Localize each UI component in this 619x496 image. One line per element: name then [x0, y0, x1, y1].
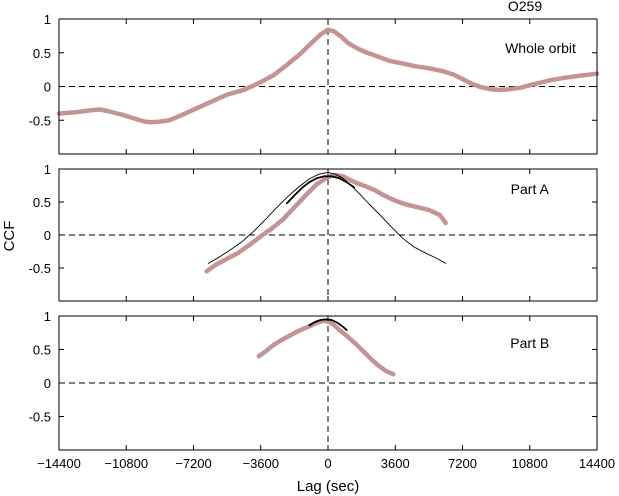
- panel-label: Whole orbit: [505, 40, 576, 56]
- x-tick-label: 14400: [579, 456, 615, 471]
- panel-2: -0.5 0 0.5 1 Part A: [29, 162, 598, 302]
- series-thin-2: [207, 171, 447, 264]
- y-tick-label: 0.5: [33, 343, 51, 358]
- panel-3: −14400 −10800 −7200 −3600 0 3600 7200 10800 1440…: [29, 309, 615, 471]
- y-tick-label: 0: [44, 80, 51, 95]
- y-tick-label: -0.5: [29, 113, 51, 128]
- figure-title: O259: [508, 0, 542, 14]
- x-tick-label: 3600: [381, 456, 410, 471]
- x-axis-label: Lag (sec): [297, 478, 360, 495]
- x-tick-label: −14400: [37, 456, 81, 471]
- y-tick-label: 0.5: [33, 46, 51, 61]
- y-tick-label: -0.5: [29, 261, 51, 276]
- series-thick-1: [204, 172, 448, 274]
- x-tick-label: −7200: [175, 456, 212, 471]
- y-tick-label: 1: [44, 309, 51, 324]
- y-tick-label: 0: [44, 376, 51, 391]
- y-tick-label: 1: [44, 12, 51, 27]
- y-tick-label: 0: [44, 228, 51, 243]
- x-tick-label: 7200: [448, 456, 477, 471]
- y-axis-label: CCF: [1, 221, 18, 252]
- x-tick-label: 0: [324, 456, 331, 471]
- panel-label: Part B: [510, 335, 549, 351]
- y-tick-label: 1: [44, 162, 51, 177]
- panel-label: Part A: [511, 181, 550, 197]
- series-thick-1: [256, 318, 396, 377]
- x-tick-label: −10800: [104, 456, 148, 471]
- series-thick-1: [56, 27, 600, 125]
- panel-1: -0.5 0 0.5 1 Whole orbit: [29, 12, 600, 155]
- y-tick-label: -0.5: [29, 410, 51, 425]
- x-tick-label: −3600: [242, 456, 279, 471]
- x-tick-label: 10800: [512, 456, 548, 471]
- y-tick-label: 0.5: [33, 195, 51, 210]
- series-fit-2: [308, 318, 348, 332]
- series-fit-3: [285, 175, 356, 205]
- panels: -0.5 0 0.5 1 Whole orbit -0.5 0 0.5 1 Part A −1440…: [29, 12, 615, 471]
